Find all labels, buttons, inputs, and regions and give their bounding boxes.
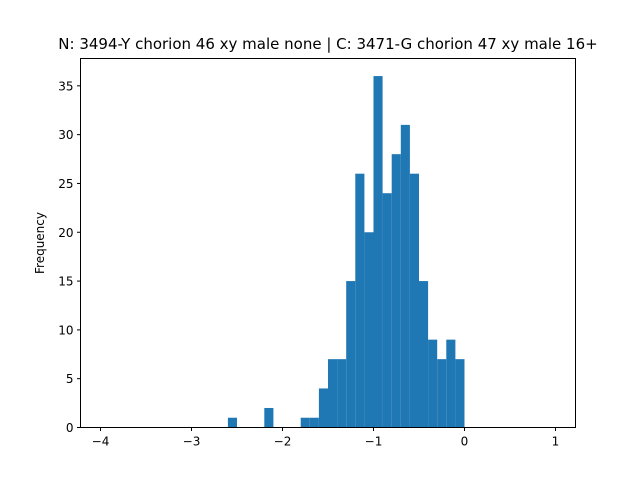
bars-group (227, 76, 465, 428)
y-tick-label: 25 (58, 177, 73, 191)
histogram-bar (309, 417, 319, 428)
histogram-bar (382, 193, 392, 428)
y-tick-label: 20 (58, 226, 73, 240)
y-tick-label: 15 (58, 275, 73, 289)
histogram-bar (264, 407, 274, 428)
y-tick-label: 5 (66, 372, 74, 386)
histogram-bar (227, 417, 238, 428)
x-tick-label: 0 (461, 435, 469, 449)
y-tick-label: 10 (58, 323, 73, 337)
histogram-bar (400, 124, 410, 428)
chart-title: N: 3494-Y chorion 46 xy male none | C: 3… (58, 35, 597, 53)
y-tick-label: 0 (66, 421, 74, 435)
histogram-bar (328, 359, 338, 428)
histogram-bar (318, 388, 328, 428)
x-tick-label: −2 (274, 435, 292, 449)
histogram-bar (418, 281, 429, 428)
y-axis-ticks: 0 5 10 15 20 25 30 35 (58, 79, 81, 435)
histogram-bar (337, 359, 347, 428)
plot-frame (80, 58, 576, 428)
histogram-bar (455, 359, 465, 428)
histogram-bar (300, 417, 310, 428)
x-tick-label: −3 (183, 435, 201, 449)
x-tick-label: −4 (92, 435, 110, 449)
x-axis-ticks: −4 −3 −2 −1 0 1 (92, 427, 560, 449)
x-tick-label: 1 (552, 435, 560, 449)
x-tick-label: −1 (365, 435, 383, 449)
y-axis-label: Frequency (33, 212, 47, 274)
y-tick-label: 30 (58, 128, 73, 142)
histogram-bar (409, 173, 419, 428)
histogram-bar (437, 359, 447, 428)
histogram-bar (373, 76, 383, 428)
histogram-bar (355, 173, 365, 428)
histogram-bar (364, 232, 374, 428)
histogram-bar (391, 154, 401, 428)
y-tick-label: 35 (58, 79, 73, 93)
histogram-bar (346, 281, 356, 428)
histogram-bar (428, 339, 438, 428)
histogram-bar (446, 339, 456, 428)
